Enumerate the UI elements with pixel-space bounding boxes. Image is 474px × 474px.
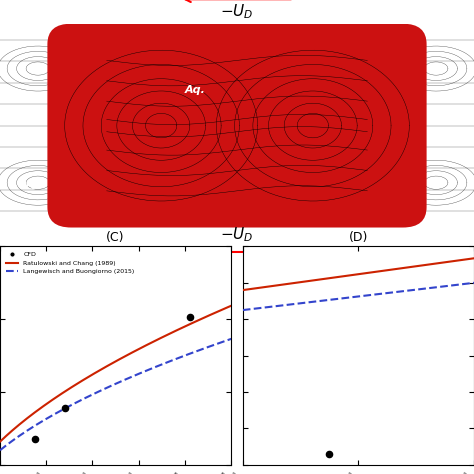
Text: $-U_D$: $-U_D$ bbox=[220, 225, 254, 244]
Langewisch and Buongiorno (2015) bbox=[228, 336, 234, 342]
Langewisch and Buongiorno (2015) bbox=[139, 370, 145, 375]
CFD bbox=[31, 435, 38, 443]
CFD bbox=[61, 404, 69, 412]
CFD bbox=[186, 314, 193, 321]
FancyBboxPatch shape bbox=[47, 24, 427, 228]
Title: (C): (C) bbox=[106, 231, 125, 244]
Point bbox=[326, 450, 333, 457]
Langewisch and Buongiorno (2015) bbox=[0, 447, 3, 453]
Ratulowski and Chang (1989) bbox=[135, 347, 140, 353]
Ratulowski and Chang (1989) bbox=[134, 347, 140, 353]
Ratulowski and Chang (1989) bbox=[228, 303, 234, 309]
Langewisch and Buongiorno (2015) bbox=[0, 447, 4, 453]
Langewisch and Buongiorno (2015) bbox=[192, 349, 198, 355]
Legend: CFD, Ratulowski and Chang (1989), Langewisch and Buongiorno (2015): CFD, Ratulowski and Chang (1989), Langew… bbox=[3, 250, 137, 277]
Ratulowski and Chang (1989) bbox=[0, 438, 4, 444]
Langewisch and Buongiorno (2015) bbox=[207, 344, 212, 349]
Text: Org.: Org. bbox=[17, 179, 44, 189]
Langewisch and Buongiorno (2015) bbox=[134, 372, 140, 377]
Title: (D): (D) bbox=[349, 231, 368, 244]
Line: Langewisch and Buongiorno (2015): Langewisch and Buongiorno (2015) bbox=[0, 339, 231, 450]
Text: Aq.: Aq. bbox=[185, 85, 206, 95]
Text: $-U_D$: $-U_D$ bbox=[220, 2, 254, 21]
Langewisch and Buongiorno (2015) bbox=[135, 372, 140, 377]
Ratulowski and Chang (1989) bbox=[139, 345, 145, 350]
Ratulowski and Chang (1989) bbox=[192, 319, 198, 325]
Line: Ratulowski and Chang (1989): Ratulowski and Chang (1989) bbox=[0, 306, 231, 442]
Ratulowski and Chang (1989) bbox=[0, 439, 3, 445]
Ratulowski and Chang (1989) bbox=[207, 312, 212, 318]
